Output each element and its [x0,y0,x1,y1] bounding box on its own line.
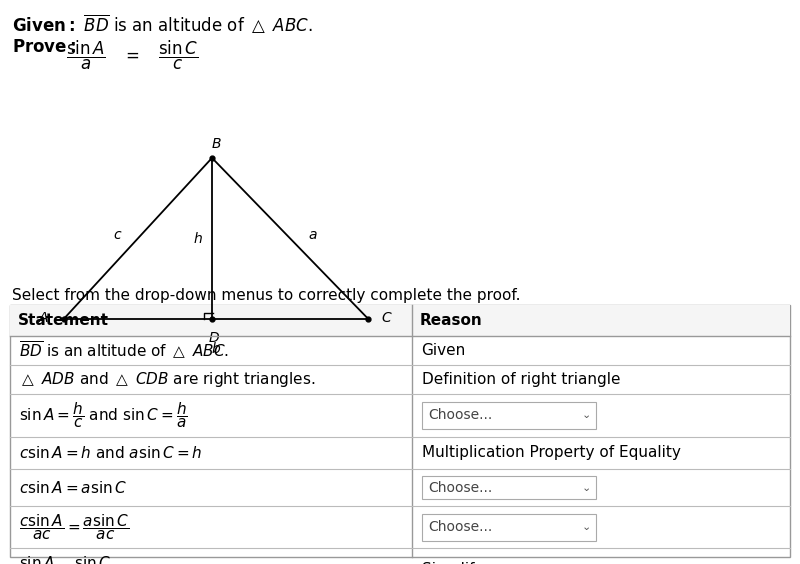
Text: $c$: $c$ [114,228,122,243]
Text: $\sin A = \dfrac{h}{c}$ and $\sin C = \dfrac{h}{a}$: $\sin A = \dfrac{h}{c}$ and $\sin C = \d… [19,400,188,430]
Text: Choose...: Choose... [428,408,492,422]
Text: $\triangle$ $ADB$ and $\triangle$ $CDB$ are right triangles.: $\triangle$ $ADB$ and $\triangle$ $CDB$ … [19,370,315,389]
Text: Simplify.: Simplify. [422,562,486,564]
Text: $\dfrac{\sin A}{a}$   $=$   $\dfrac{\sin C}{c}$: $\dfrac{\sin A}{a}$ $=$ $\dfrac{\sin C}{… [66,38,198,72]
Text: $c\sin A = h$ and $a\sin C = h$: $c\sin A = h$ and $a\sin C = h$ [19,445,202,461]
Text: Definition of right triangle: Definition of right triangle [422,372,620,387]
Text: Choose...: Choose... [428,520,492,534]
Text: Choose...: Choose... [428,481,492,495]
Text: $\mathbf{Prove:}$: $\mathbf{Prove:}$ [12,38,76,56]
Text: $\dfrac{c\sin A}{ac} = \dfrac{a\sin C}{ac}$: $\dfrac{c\sin A}{ac} = \dfrac{a\sin C}{a… [19,512,130,542]
Text: $D$: $D$ [208,331,221,345]
FancyBboxPatch shape [422,475,596,500]
FancyBboxPatch shape [10,305,790,557]
Text: $\overline{BD}$ is an altitude of $\triangle$ $ABC$.: $\overline{BD}$ is an altitude of $\tria… [19,340,230,361]
Text: Reason: Reason [420,312,482,328]
FancyBboxPatch shape [422,402,596,429]
FancyBboxPatch shape [422,513,596,540]
Text: $h$: $h$ [193,231,202,246]
Text: $c\sin A = a\sin C$: $c\sin A = a\sin C$ [19,479,127,496]
Text: $\dfrac{\sin A}{a} = \dfrac{\sin C}{c}$: $\dfrac{\sin A}{a} = \dfrac{\sin C}{c}$ [19,554,111,564]
Text: Given: Given [422,343,466,358]
Text: Statement: Statement [18,312,109,328]
Text: Select from the drop-down menus to correctly complete the proof.: Select from the drop-down menus to corre… [12,288,521,303]
Text: ⌄: ⌄ [582,483,591,492]
Text: $B$: $B$ [210,137,222,151]
FancyBboxPatch shape [10,305,790,336]
Text: ⌄: ⌄ [582,411,591,420]
Text: Multiplication Property of Equality: Multiplication Property of Equality [422,446,681,460]
Text: $C$: $C$ [381,311,393,324]
Text: $A$: $A$ [38,311,50,324]
Text: $a$: $a$ [308,228,317,243]
Text: ⌄: ⌄ [582,522,591,532]
Text: $b$: $b$ [211,341,221,356]
Text: $\mathbf{Given:}$ $\overline{BD}$ is an altitude of $\triangle$ $ABC$.: $\mathbf{Given:}$ $\overline{BD}$ is an … [12,12,313,36]
